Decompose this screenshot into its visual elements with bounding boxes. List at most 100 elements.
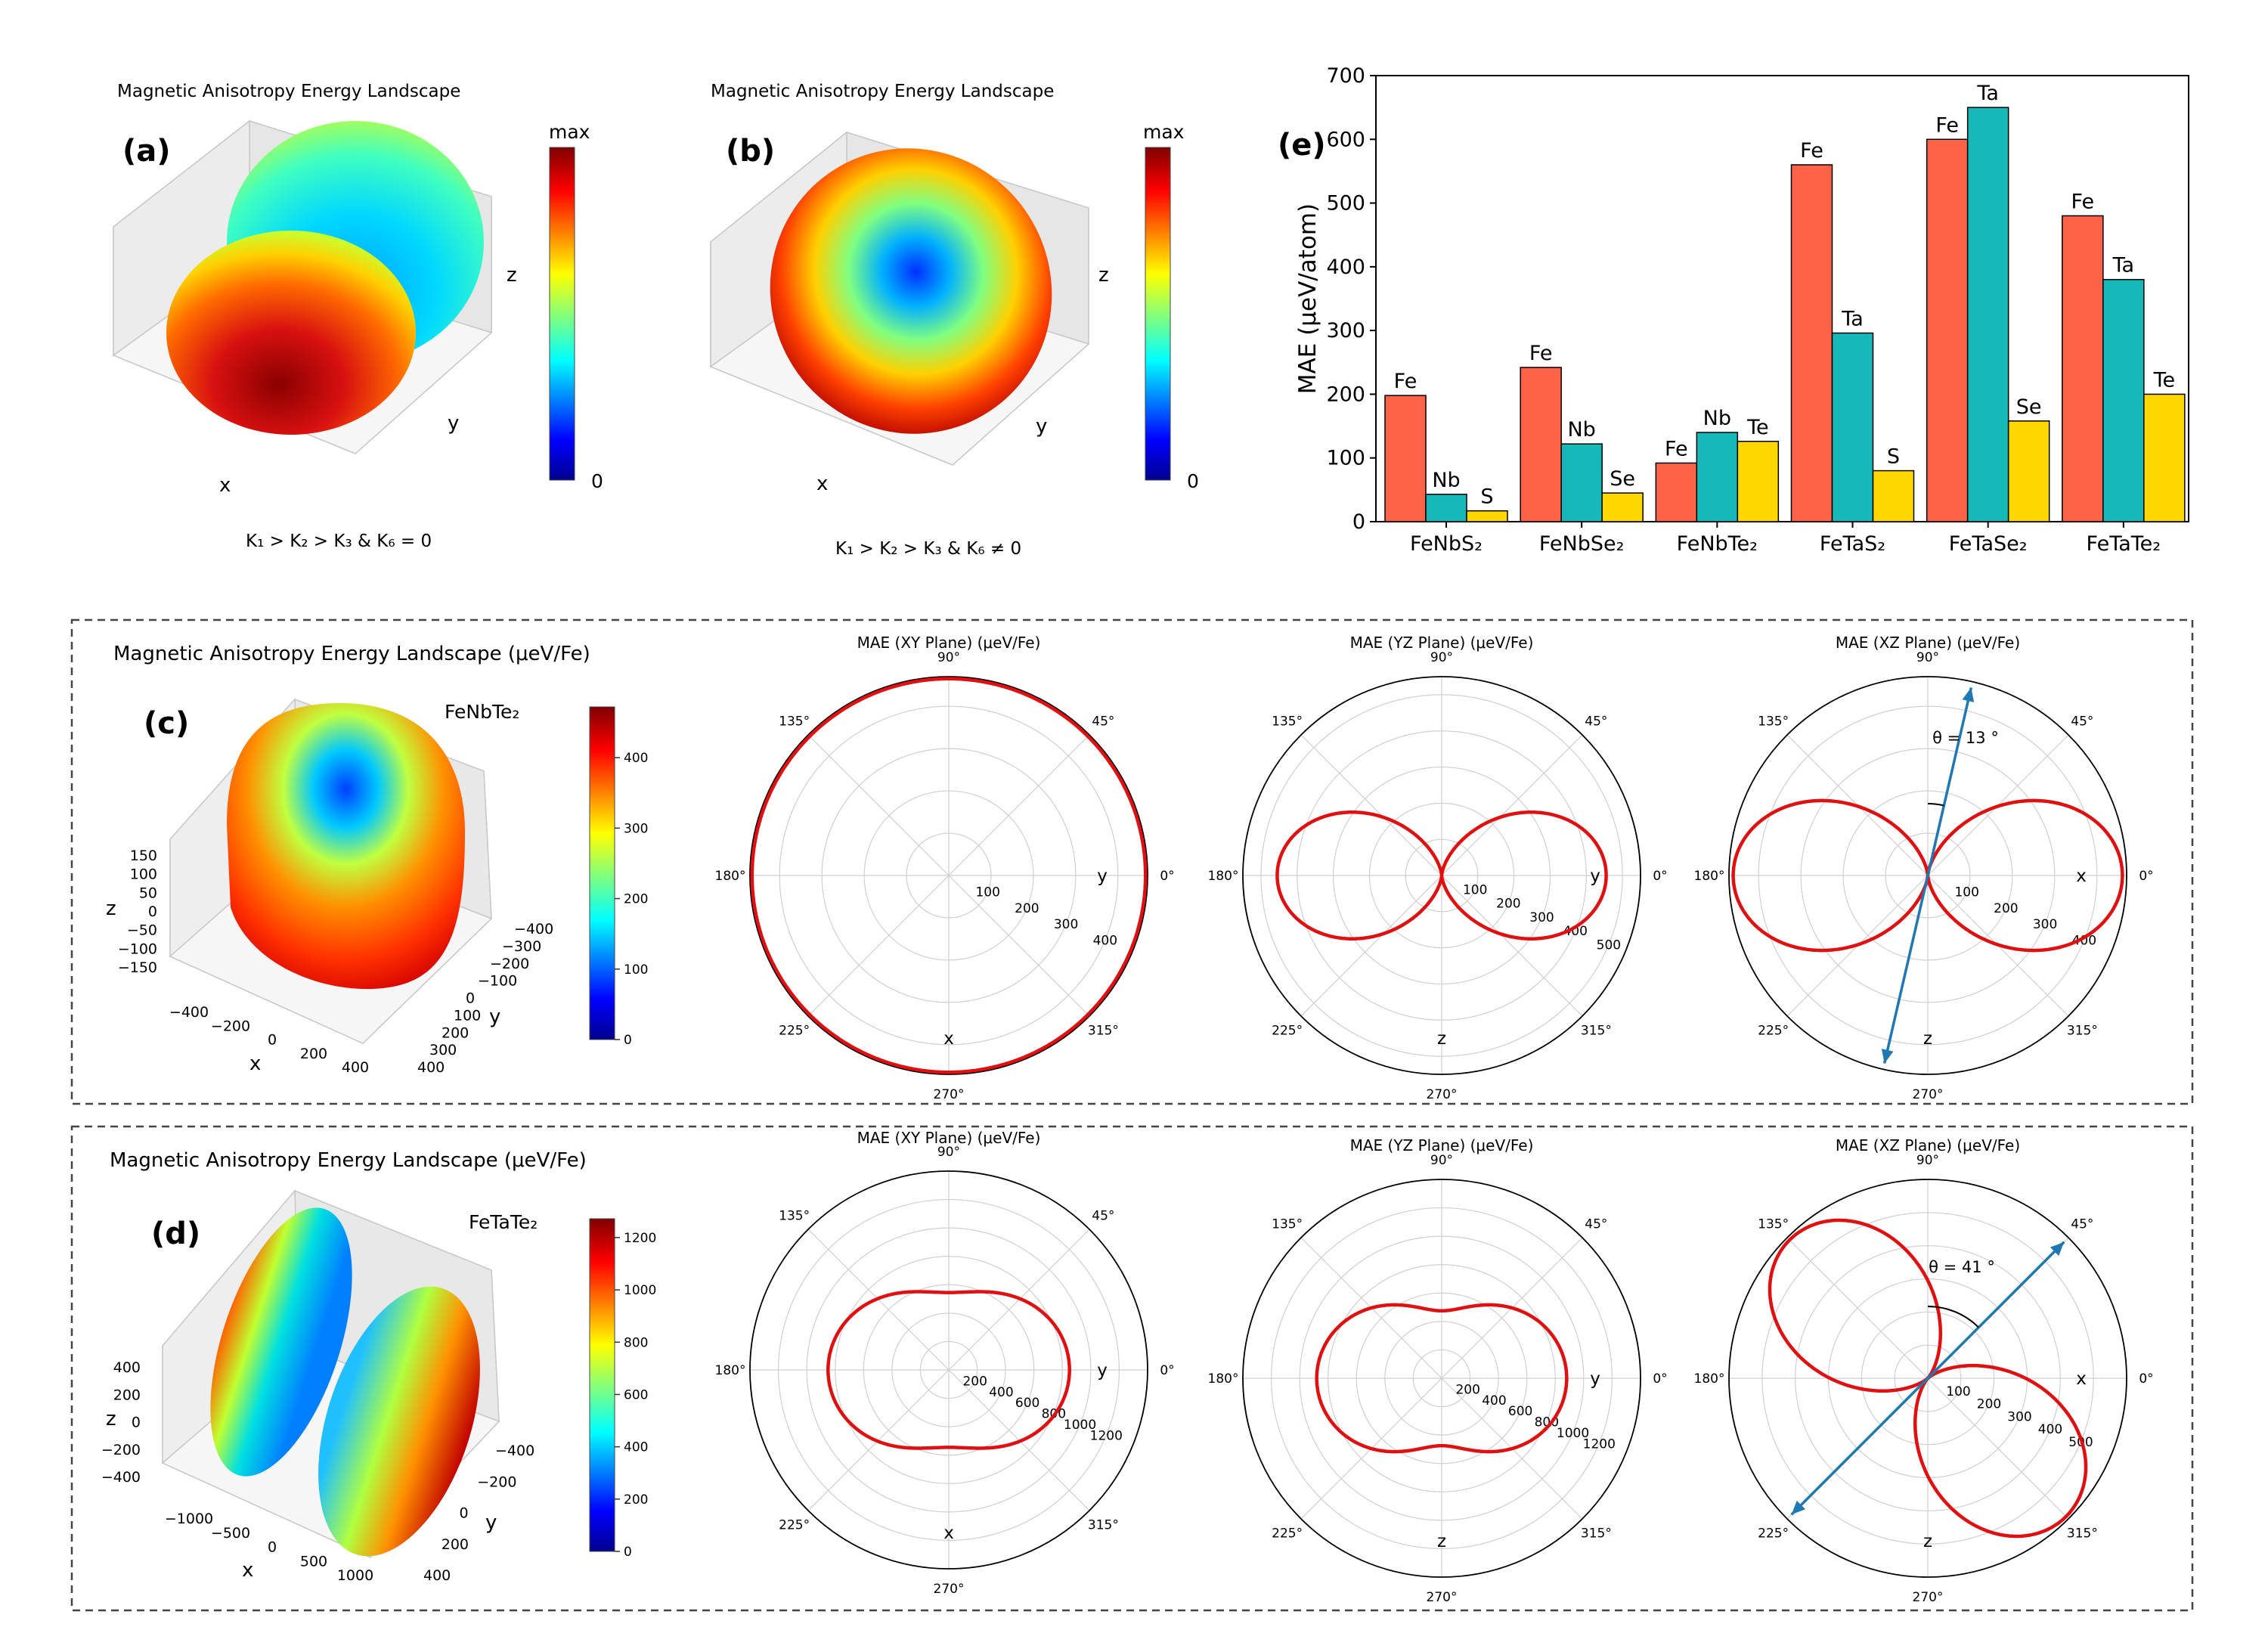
polar-angle-label: 135° <box>1272 714 1303 730</box>
polar-angle-label: 225° <box>779 1517 810 1532</box>
panel-b-z-axis: z <box>1098 264 1109 287</box>
polar-angle-label: 0° <box>1160 1363 1174 1378</box>
polar-angle-label: 270° <box>934 1087 965 1102</box>
polar-angle-label: 225° <box>1272 1526 1303 1541</box>
panel-a-cbar-min: 0 <box>591 470 603 492</box>
tick-label: 0 <box>148 903 157 920</box>
polar-grid-spoke <box>1786 1237 1929 1379</box>
polar-grid-spoke <box>948 875 1090 1017</box>
bar-data-label: Nb <box>1567 418 1595 442</box>
panel-c-colorbar <box>589 706 615 1040</box>
bar-chart-category-label: FeNbS₂ <box>1410 532 1483 556</box>
panel-c-frame <box>70 618 2194 1105</box>
polar-radial-label: 400 <box>1482 1393 1506 1409</box>
polar-grid-spoke <box>948 734 1090 876</box>
polar-angle-label: 90° <box>1430 650 1453 665</box>
polar-radial-label: 100 <box>975 885 999 900</box>
polar-angle-label: 90° <box>1430 1153 1453 1168</box>
panel-a-caption: K₁ > K₂ > K₃ & K₆ = 0 <box>246 531 432 551</box>
bar-data-label: Fe <box>1800 139 1823 163</box>
bar <box>1655 462 1698 522</box>
polar-angle-label: 45° <box>1585 1217 1607 1232</box>
colorbar-tick-label: 600 <box>624 1387 648 1402</box>
panel-a-z-axis: z <box>507 264 517 287</box>
polar-angle-label: 225° <box>1758 1526 1789 1541</box>
polar-angle-label: 270° <box>1427 1087 1458 1102</box>
polar-frame <box>1728 1179 2127 1578</box>
tick-label: 1000 <box>337 1567 373 1584</box>
panel-d-title: Magnetic Anisotropy Energy Landscape (μe… <box>110 1149 587 1172</box>
tick-label: 0 <box>132 1415 141 1431</box>
tick-label: 200 <box>442 1536 469 1553</box>
panel-c-x-axis: x <box>249 1052 261 1075</box>
polar-angle-label: 135° <box>779 714 810 730</box>
bar <box>1425 494 1467 522</box>
polar-radial-label: 300 <box>1529 910 1554 925</box>
polar-angle-label: 180° <box>1694 869 1725 884</box>
tick-label: −50 <box>127 922 157 939</box>
polar-radial-label: 300 <box>1054 917 1078 932</box>
polar-radial-label: 100 <box>1463 882 1487 897</box>
panel-d: Magnetic Anisotropy Energy Landscape (μe… <box>101 1149 656 1584</box>
panel-d-frame <box>70 1125 2194 1612</box>
arrow-head <box>2050 1241 2065 1257</box>
colorbar-tick-label: 1200 <box>624 1231 656 1246</box>
polar-angle-label: 90° <box>937 1145 960 1160</box>
tick-label: 200 <box>113 1387 141 1403</box>
polar-radial-label: 400 <box>2038 1422 2062 1437</box>
polar-radial-label: 200 <box>962 1374 987 1389</box>
polar-curve <box>1275 810 1608 941</box>
bar <box>1560 443 1603 522</box>
polar-angle-label: 270° <box>1427 1590 1458 1605</box>
polar-radial-label: 1000 <box>1557 1426 1589 1441</box>
polar-angle-label: 90° <box>937 650 960 665</box>
bar-chart-category-label: FeTaS₂ <box>1820 532 1885 556</box>
polar-d-xz: MAE (XZ Plane) (μeV/Fe) 0° 45° 90° 135° 180° 2… <box>1694 1136 2154 1605</box>
polar-angle-label: 315° <box>1581 1526 1612 1541</box>
polar-axis-label: z <box>1923 1029 1932 1049</box>
polar-angle-label: 45° <box>1585 714 1607 730</box>
tick-label: 300 <box>429 1042 457 1058</box>
tick-label: −200 <box>477 1474 516 1490</box>
polar-angle-label: 180° <box>715 869 746 884</box>
polar-angle-label: 180° <box>1208 869 1239 884</box>
panel-a-colorbar <box>549 147 575 481</box>
tick-label: 400 <box>342 1059 369 1076</box>
panel-b-label: (b) <box>726 134 775 169</box>
tick-label: 0 <box>268 1539 277 1556</box>
bar-data-label: Nb <box>1432 469 1460 492</box>
tick-label: 100 <box>454 1007 481 1024</box>
colorbar-tick-label: 100 <box>624 962 648 978</box>
panel-c-y-axis: y <box>489 1006 500 1028</box>
polar-radial-label: 200 <box>1496 897 1520 912</box>
bar <box>1926 138 1969 522</box>
polar-axis-label: z <box>1437 1532 1446 1551</box>
panel-d-label: (d) <box>151 1216 200 1251</box>
polar-angle-label: 225° <box>1758 1023 1789 1038</box>
panel-d-y-ticks: −400 −200 0 200 400 <box>423 1443 534 1584</box>
panel-d-z-ticks: 400 200 0 −200 −400 <box>101 1359 141 1486</box>
panel-a: Magnetic Anisotropy Energy Landscape (a)… <box>112 82 603 551</box>
panel-a-label: (a) <box>122 134 171 169</box>
polar-curve <box>1315 1303 1569 1454</box>
theta-label: θ = 41 ° <box>1929 1258 1995 1276</box>
tick-label: 400 <box>113 1359 141 1376</box>
tick-label: −400 <box>169 1004 209 1021</box>
bar-data-label: Se <box>1610 467 1635 491</box>
bar-data-label: Fe <box>1665 437 1688 460</box>
tick-label: −100 <box>118 941 157 957</box>
tick-label: −400 <box>514 921 553 937</box>
polar-angle-label: 0° <box>2139 869 2153 884</box>
theta-label: θ = 13 ° <box>1932 729 1999 747</box>
polar-angle-label: 90° <box>1916 650 1939 665</box>
polar-curve <box>750 677 1148 1074</box>
panel-b-cbar-max: max <box>1143 121 1184 143</box>
polar-title: MAE (YZ Plane) (μeV/Fe) <box>1350 634 1534 652</box>
bar <box>2007 420 2050 522</box>
bar-data-label: Ta <box>1841 308 1864 331</box>
bar-data-label: Nb <box>1703 407 1731 430</box>
polar-axis-label: y <box>1590 866 1600 886</box>
polar-angle-label: 45° <box>1092 1209 1114 1224</box>
colorbar-tick-label: 0 <box>624 1545 632 1560</box>
